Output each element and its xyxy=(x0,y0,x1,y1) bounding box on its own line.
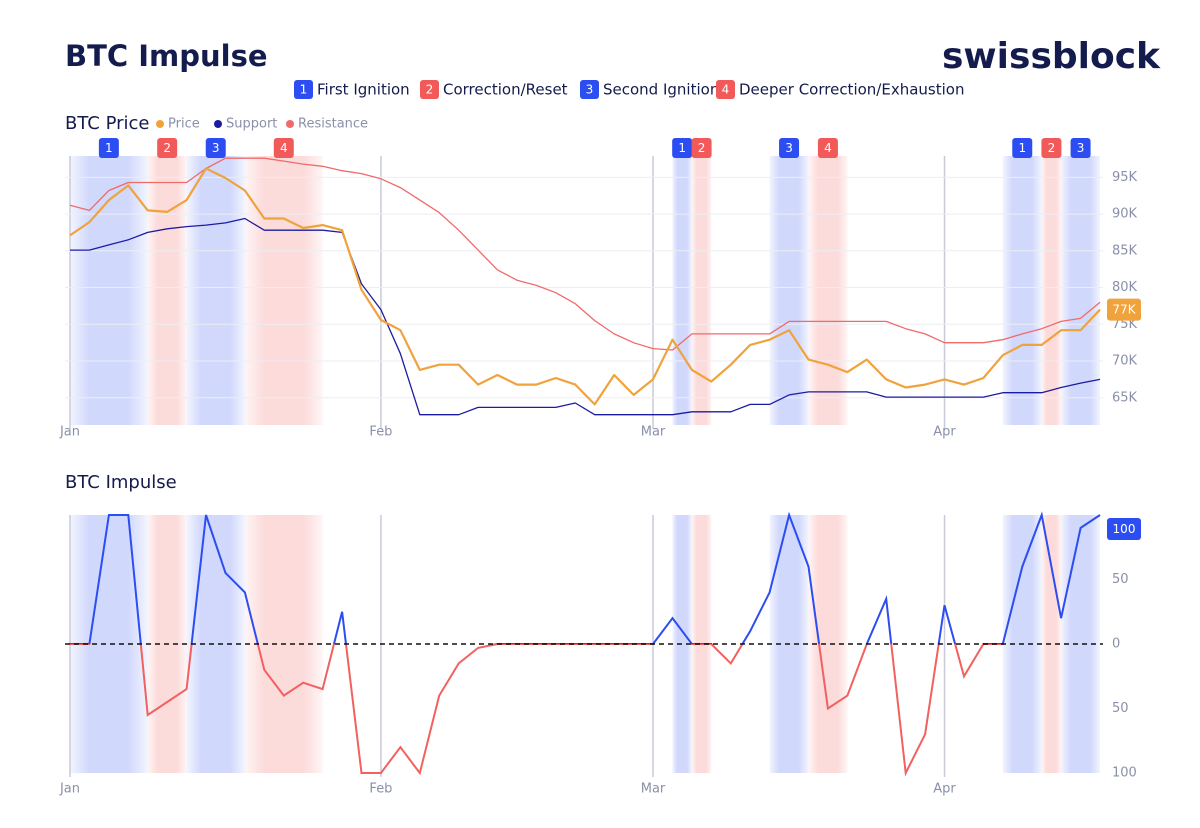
y-tick-label: 50 xyxy=(1112,701,1129,716)
phase-badge xyxy=(1070,138,1091,158)
phase-legend-label: Correction/Reset xyxy=(443,81,568,99)
phase-region xyxy=(244,156,323,425)
legend-marker xyxy=(214,120,222,128)
phase-region xyxy=(691,156,712,425)
phase-badge xyxy=(1041,138,1062,158)
phase-region xyxy=(1041,515,1062,773)
phase-badge-number: 2 xyxy=(163,141,171,155)
brand: swissblock xyxy=(942,36,1161,77)
phase-region xyxy=(1061,156,1100,425)
phase-badge xyxy=(817,138,838,158)
phase-badge xyxy=(672,138,693,158)
y-tick-label: 65K xyxy=(1112,390,1138,405)
page-title: BTC Impulse xyxy=(65,39,268,73)
phase-region xyxy=(186,156,245,425)
chart-title: BTC Price xyxy=(65,113,150,134)
last-value-label: 100 xyxy=(1113,522,1136,536)
legend-label: Price xyxy=(168,117,200,132)
x-tick-label: Mar xyxy=(641,782,666,797)
phase-badge-number: 1 xyxy=(1018,141,1026,155)
phase-badge xyxy=(205,138,226,158)
last-value-badge xyxy=(1107,518,1141,540)
phase-legend-swatch xyxy=(716,80,735,99)
series-line xyxy=(70,217,1101,416)
phase-badge xyxy=(98,138,119,158)
phase-badge xyxy=(779,138,800,158)
phase-legend-number: 2 xyxy=(426,83,434,97)
phase-region xyxy=(1002,156,1042,425)
legend-label: Support xyxy=(226,117,277,132)
phase-region xyxy=(186,515,245,773)
y-tick-label: 0 xyxy=(1112,637,1120,652)
y-tick-label: 70K xyxy=(1112,354,1138,369)
series-line xyxy=(69,157,1101,351)
phase-badge-number: 3 xyxy=(785,141,793,155)
phase-badge-number: 4 xyxy=(280,141,288,155)
phase-region xyxy=(672,156,692,425)
impulse-line-negative xyxy=(70,644,1004,777)
legend-marker xyxy=(286,120,294,128)
y-tick-label: 80K xyxy=(1112,280,1138,295)
phase-legend-swatch xyxy=(420,80,439,99)
phase-badge-number: 1 xyxy=(678,141,686,155)
phase-badge-number: 2 xyxy=(1048,141,1056,155)
y-tick-label: 95K xyxy=(1112,170,1138,185)
phase-badge xyxy=(691,138,712,158)
last-value-badge xyxy=(1107,298,1141,321)
y-tick-label: 100 xyxy=(1112,766,1137,781)
phase-legend-number: 3 xyxy=(586,83,594,97)
legend-marker xyxy=(156,120,164,128)
phase-region xyxy=(147,156,187,425)
y-tick-label: 90K xyxy=(1112,207,1138,222)
chart-title: BTC Impulse xyxy=(65,472,177,493)
phase-badge-number: 3 xyxy=(1077,141,1085,155)
x-tick-label: Feb xyxy=(369,425,392,440)
phase-badge-number: 2 xyxy=(698,141,706,155)
phase-region xyxy=(808,156,848,425)
series-line xyxy=(69,167,1101,406)
phase-legend-swatch xyxy=(580,80,599,99)
phase-legend-number: 1 xyxy=(300,83,308,97)
phase-legend-label: First Ignition xyxy=(317,81,410,99)
phase-region xyxy=(769,156,809,425)
phase-badge-number: 4 xyxy=(824,141,832,155)
phase-legend-number: 4 xyxy=(722,83,730,97)
impulse-line-positive xyxy=(70,511,1101,644)
phase-badge-number: 1 xyxy=(105,141,113,155)
phase-legend-label: Second Ignition xyxy=(603,81,719,99)
phase-region xyxy=(672,515,692,773)
phase-badge xyxy=(157,138,178,158)
legend-label: Resistance xyxy=(298,117,368,132)
phase-badge xyxy=(1012,138,1033,158)
phase-legend-label: Deeper Correction/Exhaustion xyxy=(739,81,964,99)
x-tick-label: Apr xyxy=(933,425,956,440)
phase-region xyxy=(1041,156,1062,425)
phase-badge-number: 3 xyxy=(212,141,220,155)
y-tick-label: 50 xyxy=(1112,572,1129,587)
last-value-label: 77K xyxy=(1112,303,1136,317)
x-tick-label: Apr xyxy=(933,782,956,797)
chart: BTC Impulse Jan Feb Mar Apr 100 50 0 50 100 xyxy=(59,472,1141,797)
x-tick-label: Jan xyxy=(59,782,80,797)
x-tick-label: Feb xyxy=(369,782,392,797)
phase-legend-swatch xyxy=(294,80,313,99)
y-tick-label: 85K xyxy=(1112,243,1138,258)
x-tick-label: Jan xyxy=(59,425,80,440)
x-tick-label: Mar xyxy=(641,425,666,440)
phase-badge xyxy=(273,138,294,158)
